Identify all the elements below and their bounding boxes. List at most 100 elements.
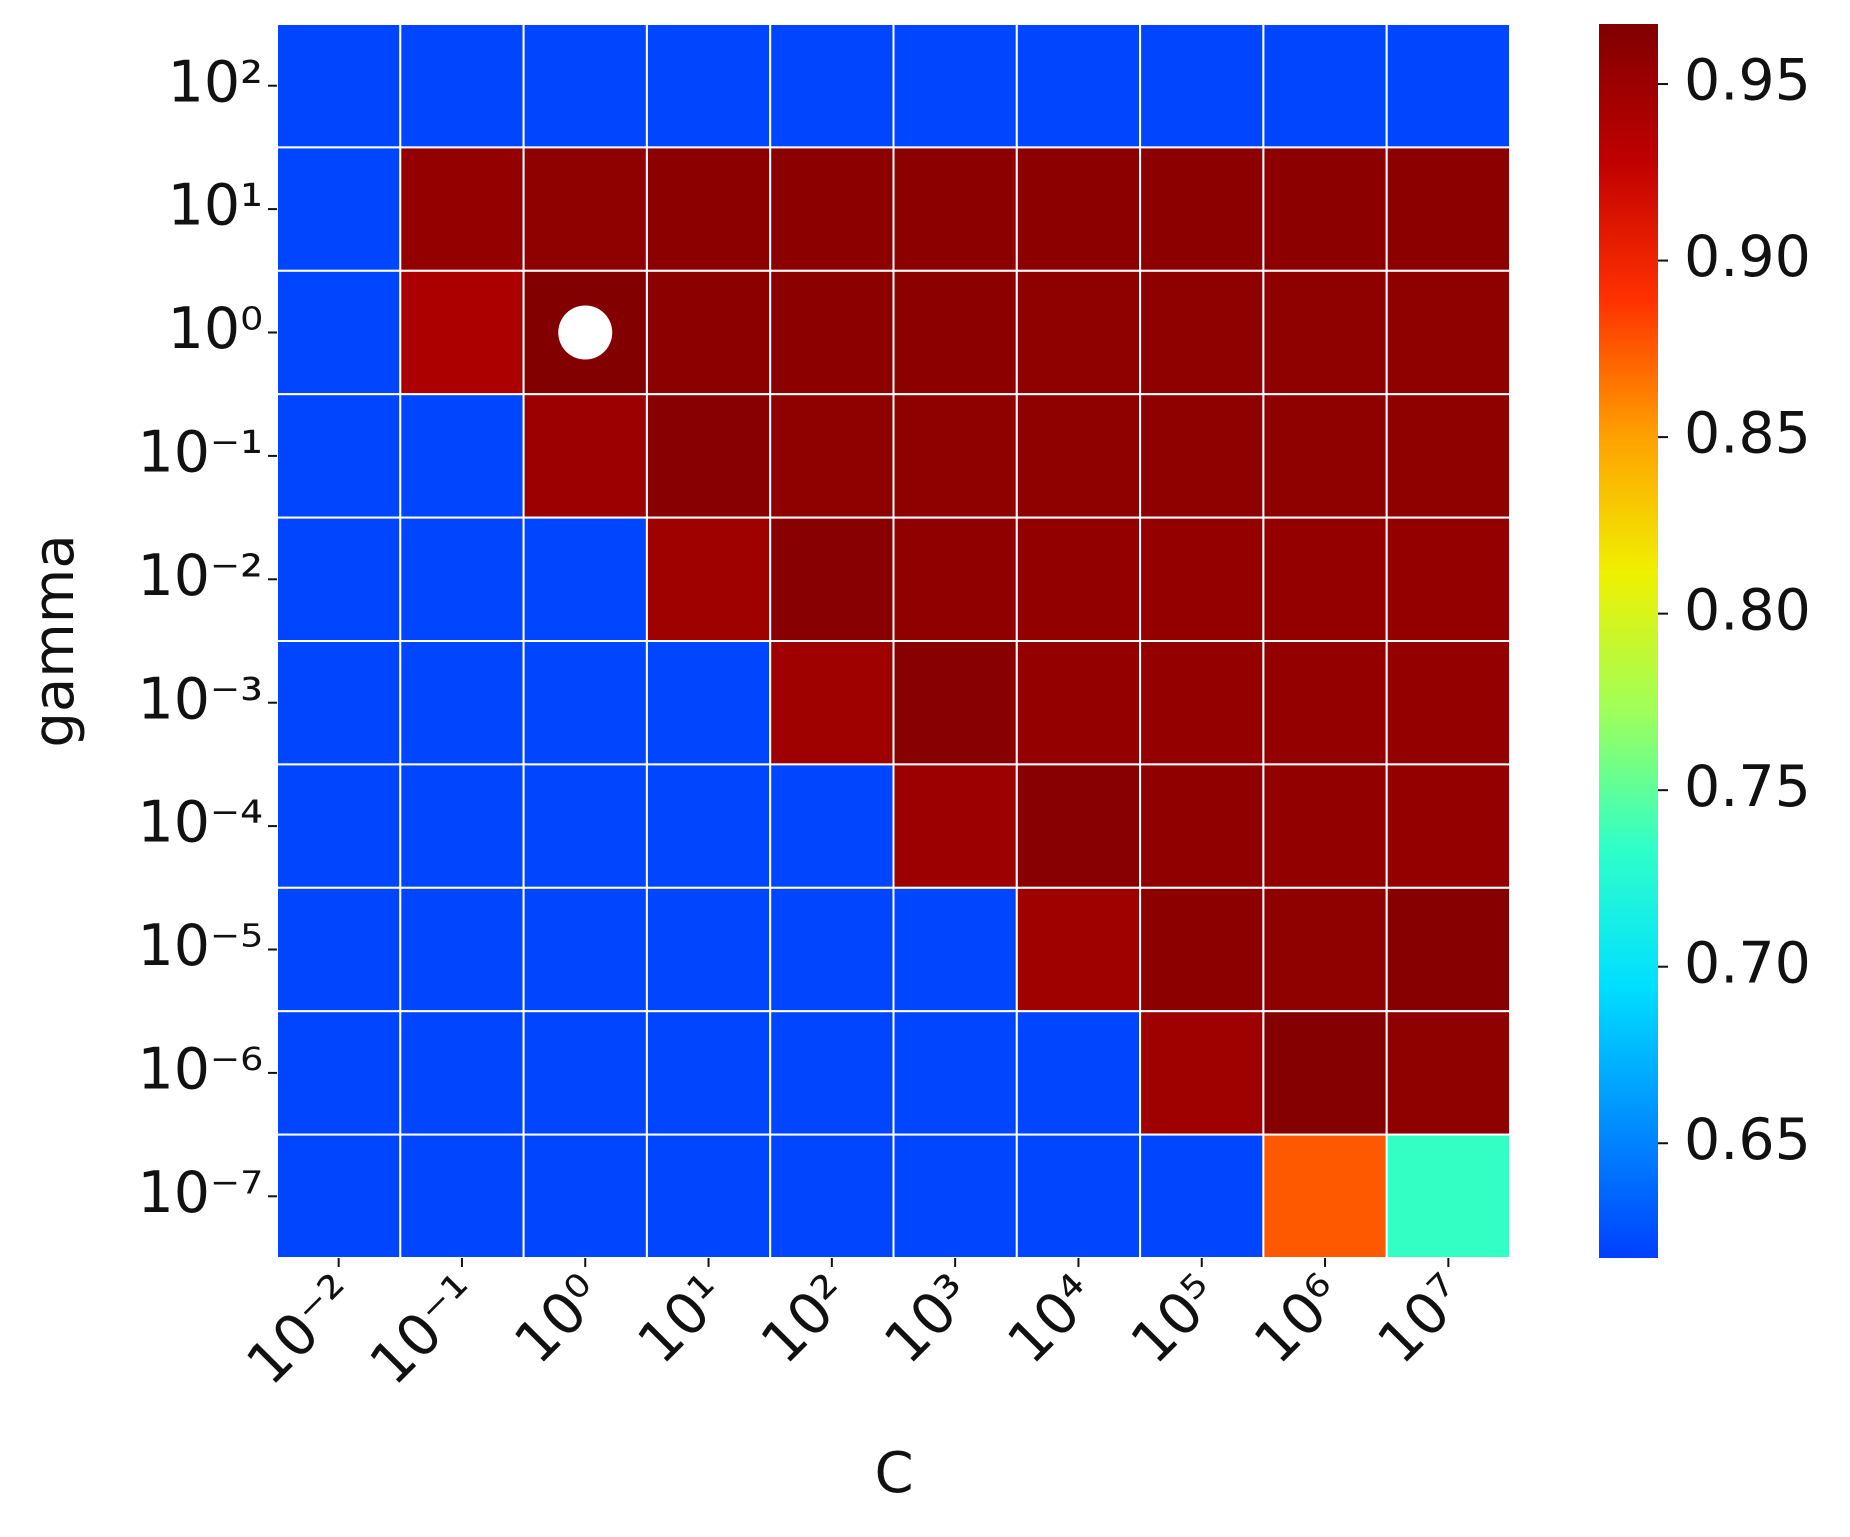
heatmap-cell xyxy=(645,146,772,272)
heatmap-cell xyxy=(645,1133,772,1259)
y-tick-label: 10⁻⁴ xyxy=(138,790,263,856)
heatmap-cell xyxy=(522,1010,648,1136)
heatmap-cell xyxy=(1015,269,1142,396)
heatmap-cell xyxy=(892,393,1018,519)
heatmap-cell xyxy=(1262,393,1388,519)
colorbar xyxy=(1599,24,1658,1258)
colorbar-tick-label: 0.90 xyxy=(1684,224,1811,290)
heatmap-cell xyxy=(522,146,648,272)
colorbar-tick-label: 0.75 xyxy=(1684,754,1811,820)
heatmap-cell xyxy=(1015,640,1142,766)
heatmap-cell xyxy=(1262,886,1388,1013)
heatmap-cell xyxy=(1385,640,1511,766)
colorbar-tick-label: 0.65 xyxy=(1684,1107,1811,1173)
heatmap-cell xyxy=(1385,516,1511,642)
heatmap-cell xyxy=(892,1133,1018,1259)
heatmap-cell xyxy=(1015,393,1142,519)
heatmap-cell xyxy=(1015,1010,1142,1136)
y-axis-label: gamma xyxy=(22,534,87,747)
y-tick-label: 10⁻¹ xyxy=(138,420,263,486)
heatmap-cell xyxy=(1015,886,1142,1013)
heatmap-cell xyxy=(769,1133,895,1259)
heatmap-cell xyxy=(892,640,1018,766)
heatmap-cell xyxy=(1139,23,1265,149)
heatmap-cell xyxy=(276,640,402,766)
heatmap-cell xyxy=(645,1010,772,1136)
heatmap-cell xyxy=(276,516,402,642)
heatmap-cell xyxy=(1139,516,1265,642)
x-tick-label: 10³ xyxy=(872,1262,986,1376)
heatmap-cell xyxy=(1385,1133,1511,1259)
heatmap-cell xyxy=(276,393,402,519)
x-tick-label: 10⁻² xyxy=(234,1262,369,1397)
heatmap-cell xyxy=(769,146,895,272)
heatmap-cell xyxy=(399,1010,525,1136)
heatmap-cell xyxy=(769,269,895,396)
heatmap-cell xyxy=(1015,23,1142,149)
x-tick-label: 10¹ xyxy=(625,1262,739,1376)
heatmap-cell xyxy=(769,23,895,149)
heatmap-cell xyxy=(1262,1010,1388,1136)
heatmap-cell xyxy=(769,393,895,519)
colorbar-tick-label: 0.85 xyxy=(1684,401,1811,467)
heatmap-cell xyxy=(892,1010,1018,1136)
heatmap-cell xyxy=(892,23,1018,149)
heatmap-cell xyxy=(276,146,402,272)
heatmap-cell xyxy=(1139,886,1265,1013)
heatmap-cell xyxy=(276,269,402,396)
x-tick-label: 10⁵ xyxy=(1119,1262,1233,1376)
y-tick-label: 10¹ xyxy=(168,173,263,239)
heatmap-cell xyxy=(399,269,525,396)
heatmap-cell xyxy=(276,1133,402,1259)
heatmap-cell xyxy=(645,886,772,1013)
x-tick-label: 10⁻¹ xyxy=(358,1262,493,1397)
heatmap-cell xyxy=(769,1010,895,1136)
y-tick-label: 10⁻⁵ xyxy=(138,913,263,979)
colorbar-tick-label: 0.95 xyxy=(1684,48,1811,114)
heatmap-cell xyxy=(645,23,772,149)
heatmap-cell xyxy=(1139,269,1265,396)
heatmap-cell xyxy=(1262,146,1388,272)
heatmap-cell xyxy=(522,23,648,149)
heatmap-cell xyxy=(769,886,895,1013)
heatmap-cell xyxy=(1262,640,1388,766)
heatmap-cell xyxy=(1262,23,1388,149)
heatmap-cell xyxy=(1015,1133,1142,1259)
heatmap-cell xyxy=(399,1133,525,1259)
colorbar-tick-label: 0.70 xyxy=(1684,930,1811,996)
heatmap-cell xyxy=(892,269,1018,396)
heatmap-cell xyxy=(399,640,525,766)
heatmap-cell xyxy=(769,763,895,889)
heatmap-cell xyxy=(276,886,402,1013)
heatmap-cell xyxy=(1139,1133,1265,1259)
heatmap-cell xyxy=(1385,23,1511,149)
heatmap-cell xyxy=(892,763,1018,889)
heatmap-cell xyxy=(1262,516,1388,642)
heatmap-cell xyxy=(1385,1010,1511,1136)
heatmap-cell xyxy=(1139,146,1265,272)
x-tick-label: 10⁶ xyxy=(1242,1262,1356,1376)
heatmap-cell xyxy=(645,393,772,519)
x-tick-label: 10⁷ xyxy=(1365,1262,1479,1376)
heatmap-cell xyxy=(769,640,895,766)
heatmap-cell xyxy=(399,516,525,642)
heatmap-cell xyxy=(645,516,772,642)
heatmap-cell xyxy=(892,516,1018,642)
heatmap-cell xyxy=(645,640,772,766)
x-tick-label: 10⁰ xyxy=(502,1262,616,1376)
heatmap-cell xyxy=(399,23,525,149)
y-tick-label: 10⁻⁷ xyxy=(138,1160,263,1226)
best-marker xyxy=(558,305,613,360)
heatmap-cell xyxy=(1015,763,1142,889)
heatmap-cell xyxy=(1385,763,1511,889)
y-tick-label: 10⁻² xyxy=(138,543,263,609)
heatmap-cell xyxy=(1385,886,1511,1013)
heatmap-cell xyxy=(522,393,648,519)
heatmap-cell xyxy=(892,146,1018,272)
heatmap-cell xyxy=(1139,763,1265,889)
heatmap-cell xyxy=(1385,393,1511,519)
y-tick-label: 10⁻³ xyxy=(138,666,263,732)
colorbar-tick-label: 0.80 xyxy=(1684,577,1811,643)
heatmap-cell xyxy=(645,269,772,396)
heatmap-cell xyxy=(522,516,648,642)
